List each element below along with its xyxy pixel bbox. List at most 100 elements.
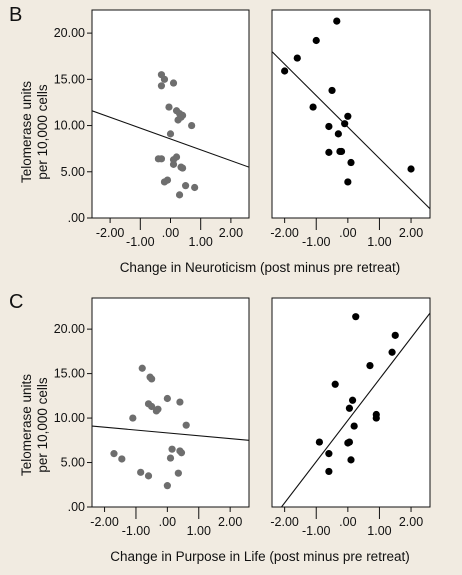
c-right-data-point xyxy=(345,404,354,412)
c-right-data-point xyxy=(391,331,399,339)
b-left-x-tick-label: -1.00 xyxy=(126,235,155,249)
c-left-x-tick-label: .00 xyxy=(159,515,176,529)
c-left-data-point xyxy=(148,402,156,411)
b-left-x-tick-label: -2.00 xyxy=(96,226,125,240)
b-left-regression-line xyxy=(92,110,249,168)
b-right-x-tick-label: -2.00 xyxy=(270,226,299,240)
c-right-x-tick-label: -1.00 xyxy=(302,524,331,538)
b-left-data-point xyxy=(191,183,199,192)
b-left-plot-frame xyxy=(91,9,250,219)
c-left-data-point xyxy=(118,455,126,463)
c-left-data-point xyxy=(182,421,190,429)
b-right-data-point xyxy=(281,67,289,75)
b-left-data-point xyxy=(157,82,166,90)
b-left-x-tick-label: 2.00 xyxy=(219,226,243,240)
b-left-data-point xyxy=(175,191,184,199)
b-right-data-point xyxy=(328,86,336,95)
c-left-y-tick-label: .00 xyxy=(68,500,85,514)
c-right-data-point xyxy=(372,414,380,422)
b-left-y-tick-label: 10.00 xyxy=(54,119,85,133)
panel-c-x-axis-label: Change in Purpose in Life (post minus pr… xyxy=(110,549,410,564)
b-left-data-point xyxy=(178,164,187,172)
c-left-y-tick-label: 5.00 xyxy=(61,456,85,470)
b-right-data-point xyxy=(341,120,349,128)
b-right-data-point xyxy=(293,54,301,62)
b-right-data-point xyxy=(407,165,415,173)
b-left-data-point xyxy=(166,130,175,138)
c-left-data-point xyxy=(148,375,156,383)
b-right-x-tick-label: 1.00 xyxy=(367,235,391,249)
c-right-data-point xyxy=(352,313,360,321)
c-right-data-point xyxy=(344,439,352,447)
c-right-data-point xyxy=(347,456,355,464)
c-right-data-point xyxy=(350,422,358,430)
c-right-data-point xyxy=(366,361,374,370)
b-left-data-point xyxy=(157,155,166,163)
c-left-data-point xyxy=(176,398,184,406)
panel-b-letter: B xyxy=(9,4,23,26)
b-left-data-point xyxy=(165,103,173,111)
c-right-x-tick-label: .00 xyxy=(339,515,356,529)
c-left-data-point xyxy=(129,414,137,422)
b-left-x-tick-label: .00 xyxy=(162,226,179,240)
b-right-x-tick-label: -1.00 xyxy=(302,235,331,249)
c-right-x-tick-label: 2.00 xyxy=(399,515,423,529)
c-left-data-point xyxy=(177,449,186,457)
b-left-x-tick-label: 1.00 xyxy=(189,235,213,249)
b-right-data-point xyxy=(333,17,341,25)
b-right-data-point xyxy=(344,178,352,186)
b-right-data-point xyxy=(344,112,352,120)
c-right-data-point xyxy=(315,438,323,446)
b-right-x-tick-label: .00 xyxy=(339,226,356,240)
c-left-y-tick-label: 15.00 xyxy=(54,367,85,381)
b-left-data-point xyxy=(181,182,190,190)
c-left-y-tick-label: 20.00 xyxy=(54,322,85,336)
c-left-x-tick-label: 2.00 xyxy=(218,515,242,529)
b-right-regression-line xyxy=(272,51,430,210)
c-left-plot-frame xyxy=(91,297,250,508)
c-right-data-point xyxy=(325,450,333,458)
c-left-y-tick-label: 10.00 xyxy=(54,411,85,425)
b-left-data-point xyxy=(160,75,169,83)
c-left-data-point xyxy=(137,468,145,476)
c-right-x-tick-label: 1.00 xyxy=(367,524,391,538)
b-right-data-point xyxy=(325,122,333,131)
c-right-data-point xyxy=(348,396,357,404)
b-left-data-point xyxy=(178,111,187,119)
c-right-data-point xyxy=(325,467,333,476)
b-right-data-point xyxy=(334,130,342,138)
b-left-y-tick-label: 20.00 xyxy=(54,26,85,40)
c-left-x-tick-label: -2.00 xyxy=(90,515,119,529)
b-left-data-point xyxy=(169,160,178,168)
c-right-data-point xyxy=(388,348,396,356)
c-left-data-point xyxy=(144,472,153,480)
c-left-data-point xyxy=(163,394,171,403)
c-left-data-point xyxy=(168,445,176,453)
c-left-data-point xyxy=(110,450,118,458)
b-left-data-point xyxy=(169,79,178,87)
b-right-data-point xyxy=(336,147,344,156)
c-left-data-point xyxy=(174,469,182,477)
c-left-data-point xyxy=(154,405,162,413)
panel-b-x-axis-label: Change in Neuroticism (post minus pre re… xyxy=(119,260,401,275)
b-left-data-point xyxy=(163,176,172,184)
b-right-data-point xyxy=(325,148,333,156)
b-right-data-point xyxy=(312,36,320,45)
b-left-data-point xyxy=(188,121,196,130)
c-left-data-point xyxy=(138,364,146,372)
c-right-regression-line xyxy=(281,312,430,507)
b-left-y-tick-label: .00 xyxy=(68,211,85,225)
b-right-data-point xyxy=(347,158,355,167)
panel-c-letter: C xyxy=(9,291,24,313)
b-right-x-tick-label: 2.00 xyxy=(399,226,423,240)
c-left-x-tick-label: -1.00 xyxy=(122,524,151,538)
b-left-y-tick-label: 15.00 xyxy=(54,72,85,86)
b-right-plot-frame xyxy=(271,9,431,219)
b-right-data-point xyxy=(309,103,317,111)
b-left-data-point xyxy=(174,116,182,124)
b-left-y-tick-label: 5.00 xyxy=(61,165,85,179)
c-left-data-point xyxy=(166,454,175,462)
c-left-regression-line xyxy=(92,425,249,441)
c-left-data-point xyxy=(163,482,171,490)
